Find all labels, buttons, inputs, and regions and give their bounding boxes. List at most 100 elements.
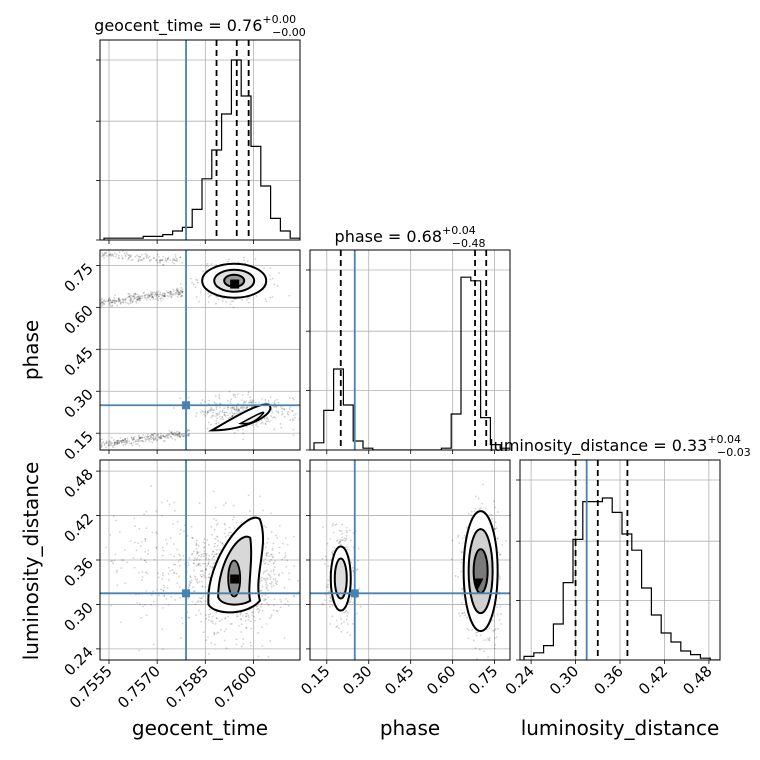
sample-point <box>179 293 181 295</box>
sample-point <box>270 553 273 556</box>
sample-point <box>131 438 134 441</box>
sample-point <box>474 495 477 498</box>
sample-point <box>105 442 108 445</box>
sample-point <box>223 617 226 620</box>
x-tick-label-luminosity_distance: 0.30 <box>546 662 582 698</box>
sample-point <box>231 518 234 521</box>
sample-point <box>109 299 112 302</box>
sample-point <box>499 578 501 580</box>
sample-point <box>498 576 501 578</box>
sample-point <box>461 612 464 615</box>
sample-point <box>302 585 304 587</box>
sample-point <box>488 639 491 642</box>
sample-point <box>122 441 125 444</box>
sample-point <box>269 512 272 515</box>
sample-point <box>223 413 226 416</box>
sample-point <box>179 256 182 259</box>
sample-point <box>149 294 152 297</box>
sample-point <box>340 543 342 546</box>
sample-point <box>218 412 221 414</box>
sample-point <box>227 406 230 409</box>
sample-point <box>195 296 198 298</box>
sample-point <box>263 417 266 420</box>
sample-point <box>122 439 125 442</box>
sample-point <box>467 512 470 515</box>
sample-point <box>211 566 213 569</box>
sample-point <box>160 588 162 591</box>
sample-point <box>235 612 238 615</box>
sample-point <box>138 296 140 298</box>
sample-point <box>152 438 155 440</box>
sample-point <box>132 436 135 439</box>
sample-point <box>138 294 141 297</box>
sample-point <box>216 548 219 551</box>
sample-point <box>279 422 282 425</box>
sample-point <box>171 433 174 436</box>
sample-point <box>122 301 125 304</box>
sample-point <box>329 623 332 625</box>
sample-point <box>148 437 151 440</box>
sample-point <box>195 415 197 417</box>
sample-point <box>272 542 275 545</box>
sample-point <box>203 542 206 545</box>
sample-point <box>272 568 275 571</box>
sample-point <box>275 583 278 586</box>
sample-point <box>145 438 148 441</box>
sample-point <box>241 394 244 397</box>
sample-point <box>335 626 338 628</box>
sample-point <box>129 302 132 305</box>
x-tick-label-phase: 0.30 <box>339 662 375 698</box>
sample-point <box>130 297 132 300</box>
sample-point <box>150 297 153 299</box>
sample-point <box>136 442 139 445</box>
sample-point <box>261 576 263 579</box>
sample-point <box>265 552 268 555</box>
sample-point <box>190 579 193 582</box>
sample-point <box>336 540 338 542</box>
sample-point <box>273 428 276 431</box>
sample-point <box>119 300 122 303</box>
sample-point <box>233 408 236 411</box>
sample-point <box>246 406 249 409</box>
sample-point <box>166 294 169 297</box>
sample-point <box>112 299 114 302</box>
axes-frame <box>309 249 511 451</box>
sample-point <box>495 636 498 639</box>
sample-point <box>150 433 153 436</box>
sample-point <box>207 265 210 268</box>
sample-point <box>252 515 255 518</box>
title-phase-minus: −0.48 <box>452 237 486 250</box>
sample-point <box>254 401 257 404</box>
sample-point <box>151 433 154 436</box>
sample-point <box>186 611 189 614</box>
sample-point <box>138 299 141 301</box>
sample-point <box>132 557 135 559</box>
sample-point <box>236 409 239 412</box>
sample-point <box>346 611 349 614</box>
sample-point <box>134 255 137 258</box>
sample-point <box>168 579 171 581</box>
sample-point <box>210 423 212 426</box>
sample-point <box>125 297 127 300</box>
sample-point <box>493 637 496 639</box>
sample-point <box>240 410 243 413</box>
axes-frame <box>99 39 301 241</box>
sample-point <box>242 406 245 409</box>
sample-point <box>210 263 213 266</box>
sample-point <box>247 616 250 619</box>
sample-point <box>460 551 463 554</box>
truth-marker <box>182 589 191 598</box>
sample-point <box>174 293 176 296</box>
sample-point <box>172 290 175 293</box>
sample-point <box>216 617 218 620</box>
sample-point <box>111 301 114 304</box>
sample-point <box>154 436 157 439</box>
sample-point <box>205 556 208 559</box>
sample-point <box>233 413 235 415</box>
sample-point <box>461 537 464 540</box>
sample-point <box>286 559 288 562</box>
sample-point <box>350 561 353 564</box>
sample-point <box>474 647 477 650</box>
x-tick-label-luminosity_distance: 0.42 <box>635 662 671 698</box>
sample-point <box>207 562 210 565</box>
